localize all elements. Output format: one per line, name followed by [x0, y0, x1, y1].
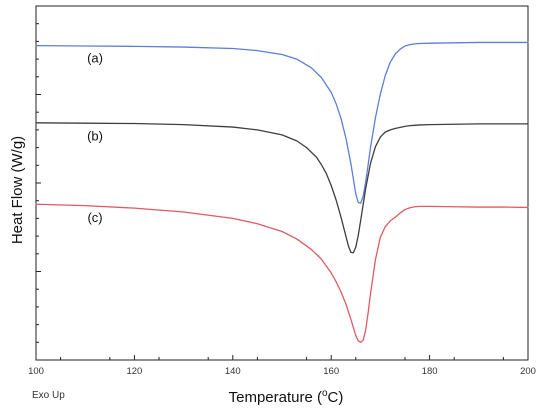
x-tick-label: 200: [520, 366, 536, 377]
exo-up-note: Exo Up: [32, 390, 65, 401]
plot-frame: [35, 5, 529, 361]
series-labels: (a) (b) (c): [87, 51, 103, 225]
x-axis-title: Temperature (oC): [229, 388, 344, 406]
series-label-a: (a): [87, 51, 103, 66]
series-lines: [35, 41, 529, 343]
series-line-b: [35, 122, 529, 254]
x-tick-label: 100: [28, 366, 44, 377]
series-label-b: (b): [87, 129, 103, 144]
x-axis-title-unit: C): [328, 389, 344, 406]
x-tick-label: 160: [323, 366, 339, 377]
plot-area: [35, 5, 529, 361]
series-line-c: [35, 203, 529, 343]
series-label-c: (c): [87, 210, 102, 225]
x-tick-label: 120: [126, 366, 142, 377]
x-tick-label: 140: [225, 366, 241, 377]
x-axis-title-main: Temperature (: [229, 389, 322, 406]
y-axis-title: Heat Flow (W/g): [9, 136, 26, 244]
axis-ticks: 100 120 140 160 180 200: [28, 23, 536, 377]
x-tick-label: 180: [422, 366, 438, 377]
series-line-a: [35, 41, 529, 204]
x-axis-title-superscript: o: [322, 388, 328, 399]
